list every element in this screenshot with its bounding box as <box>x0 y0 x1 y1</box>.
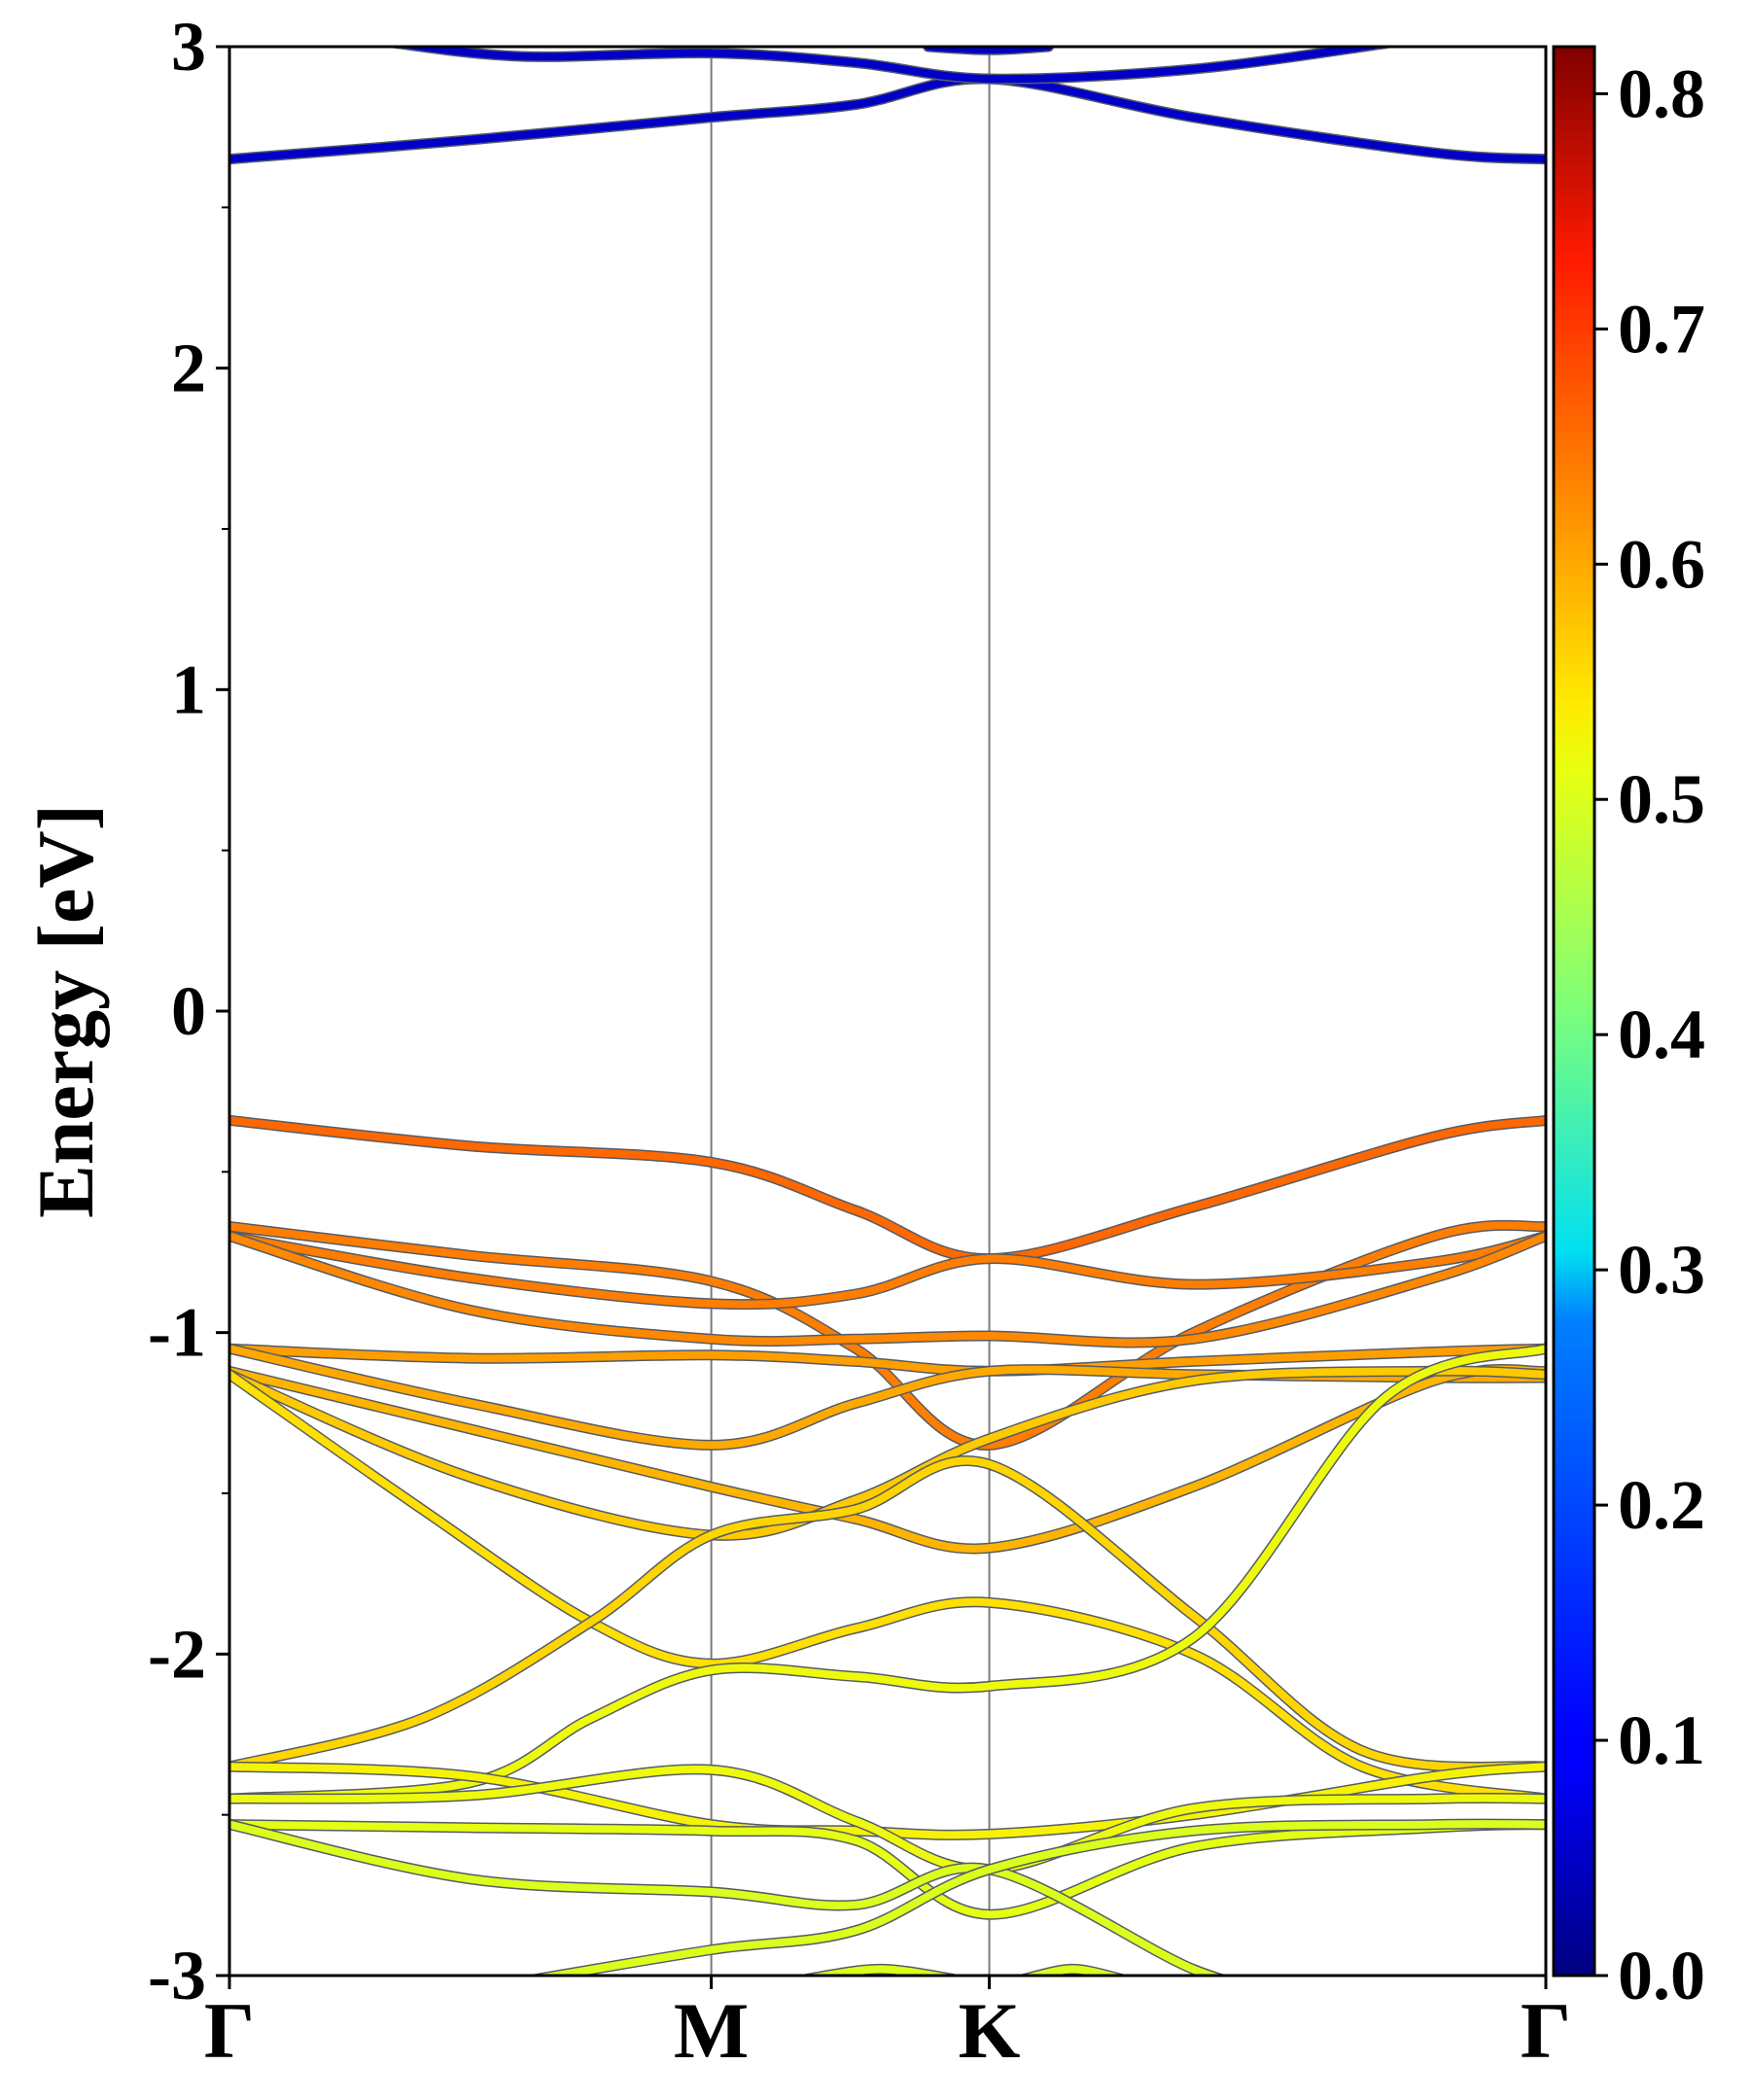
y-tick-label-3: 0 <box>171 972 206 1050</box>
x-tick-label-3: Γ <box>1521 1986 1571 2075</box>
band-12 <box>229 1369 1546 1804</box>
band-8-line <box>229 1345 1546 1376</box>
band-16 <box>229 1764 1546 1875</box>
band-1-line <box>229 75 1546 163</box>
band-19-line <box>533 1820 1546 1976</box>
colorbar-tick-label-5: 0.5 <box>1618 760 1705 838</box>
colorbar-tick-label-8: 0.8 <box>1618 54 1705 132</box>
band-18-line <box>229 1820 1224 1976</box>
band-11 <box>229 1365 1546 1541</box>
band-21-line <box>1022 1965 1124 1976</box>
colorbar-tick-label-7: 0.7 <box>1618 290 1705 368</box>
band-16-line <box>229 1765 1546 1873</box>
x-tick-label-1: M <box>674 1986 749 2075</box>
band-20-line <box>805 1965 955 1976</box>
colorbar-tick-label-0: 0.0 <box>1618 1937 1705 2014</box>
band-5-line <box>229 1221 1546 1450</box>
band-17 <box>229 1819 1546 1920</box>
x-tick-label-0: Γ <box>204 1986 255 2075</box>
band-14 <box>229 1343 1546 1804</box>
y-tick-label-2: -1 <box>148 1294 206 1372</box>
band-4 <box>229 1114 1546 1265</box>
colorbar-gradient <box>1554 47 1594 1976</box>
colorbar-frame <box>1552 45 1596 1978</box>
colorbar-tick-label-1: 0.1 <box>1618 1701 1705 1779</box>
band-15 <box>229 1761 1546 1840</box>
colorbar-tick-label-3: 0.3 <box>1618 1231 1705 1309</box>
band-5 <box>229 1219 1546 1451</box>
band-13-line <box>229 1456 1546 1771</box>
band-8 <box>229 1343 1546 1377</box>
band-12-line <box>229 1370 1546 1803</box>
band-2-line <box>393 47 1388 84</box>
band-20 <box>803 1963 957 1976</box>
band-6-line <box>229 1232 1546 1309</box>
y-tick-label-5: 2 <box>171 330 206 407</box>
band-19 <box>524 1818 1546 1976</box>
band-14-line <box>229 1345 1546 1803</box>
band-6 <box>229 1231 1546 1311</box>
band-7 <box>229 1231 1546 1348</box>
band-11-line <box>229 1367 1546 1540</box>
band-17-line <box>229 1820 1546 1919</box>
band-2 <box>382 47 1390 85</box>
colorbar-tick-label-4: 0.4 <box>1618 996 1705 1073</box>
band-21 <box>1020 1963 1126 1976</box>
y-tick-label-1: -2 <box>148 1615 206 1693</box>
colorbar-tick-label-6: 0.6 <box>1618 525 1705 603</box>
band-18 <box>229 1819 1229 1976</box>
y-tick-label-4: 1 <box>171 650 206 728</box>
band-7-line <box>229 1232 1546 1347</box>
bands <box>229 47 1546 1976</box>
band-1 <box>229 73 1546 165</box>
band-15-line <box>229 1763 1546 1839</box>
y-tick-label-6: 3 <box>171 8 206 86</box>
x-tick-label-2: K <box>959 1986 1021 2075</box>
band-4-line <box>229 1116 1546 1263</box>
colorbar-tick-label-2: 0.2 <box>1618 1466 1705 1544</box>
y-tick-label-0: -3 <box>148 1937 206 2014</box>
colorbar: 0.0 0.1 0.2 0.3 0.4 0.5 0.6 0.7 0.8 <box>1552 45 1705 2014</box>
plot-area <box>229 47 1546 1976</box>
band-13 <box>229 1454 1546 1773</box>
plot-background <box>229 47 1546 1976</box>
y-axis-label: Energy [eV] <box>21 804 110 1218</box>
axes: -3 -2 -1 0 1 2 3 Γ M K Γ <box>148 8 1571 2075</box>
